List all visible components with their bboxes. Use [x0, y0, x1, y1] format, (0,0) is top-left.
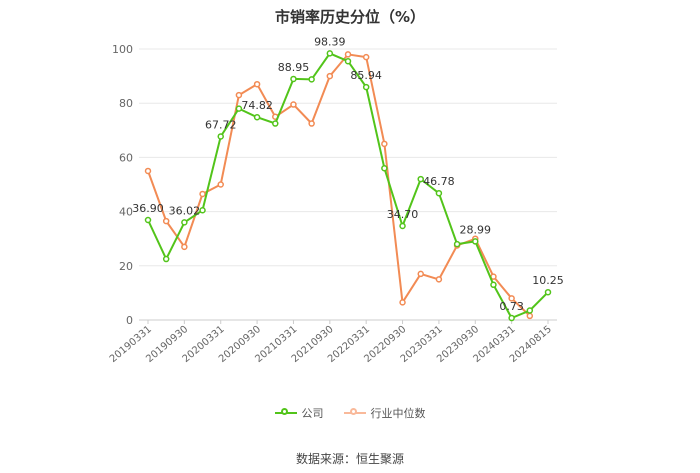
data-point — [435, 189, 443, 197]
x-axis-ticks: 2019033120190930202003312020093020210331… — [108, 320, 554, 365]
data-point — [308, 120, 315, 127]
y-tick-label: 60 — [119, 151, 133, 164]
data-point — [290, 75, 297, 83]
data-point — [235, 91, 243, 99]
data-point — [362, 83, 370, 91]
data-point — [290, 101, 297, 108]
legend-item-company[interactable]: 公司 — [274, 405, 324, 421]
data-label: 67.72 — [205, 118, 237, 131]
data-point — [526, 307, 534, 314]
data-label: 34.70 — [387, 208, 419, 221]
data-point — [326, 50, 334, 57]
data-label: 85.94 — [350, 69, 382, 82]
data-point — [181, 243, 188, 251]
y-tick-label: 20 — [119, 260, 133, 273]
chart-title: 市销率历史分位（%） — [274, 8, 426, 26]
source-note: 数据来源：恒生聚源 — [295, 452, 404, 466]
data-point — [217, 181, 224, 188]
data-point — [217, 133, 224, 140]
data-point — [181, 219, 188, 226]
data-label: 98.39 — [314, 35, 346, 48]
legend-label-company: 公司 — [301, 407, 324, 420]
data-point — [399, 299, 406, 306]
data-label: 10.25 — [532, 274, 564, 287]
data-point — [417, 270, 424, 278]
series-line — [147, 53, 531, 317]
data-label: 0.73 — [499, 300, 524, 313]
line-chart: 0 20 40 60 80 100 201903312019093020200331202… — [108, 35, 564, 365]
data-point — [144, 167, 152, 175]
data-point — [490, 281, 497, 289]
series-industry — [144, 51, 534, 320]
grid-lines — [139, 48, 557, 321]
data-point — [362, 53, 370, 61]
legend-swatch-industry — [343, 408, 366, 415]
data-point — [199, 190, 206, 198]
data-label: 36.02 — [169, 204, 201, 217]
data-point — [399, 222, 406, 230]
data-point — [381, 164, 388, 172]
data-point — [453, 240, 461, 248]
data-point — [508, 314, 515, 322]
series-line — [147, 52, 549, 320]
data-point — [162, 255, 170, 263]
data-point — [144, 216, 152, 224]
series-company — [144, 50, 552, 322]
data-point — [435, 276, 443, 283]
data-point — [308, 76, 315, 83]
y-axis-ticks: 0 20 40 60 80 100 — [112, 43, 133, 327]
data-label: 74.82 — [241, 99, 273, 112]
data-label: 36.90 — [132, 202, 164, 215]
data-point — [417, 175, 424, 183]
data-point — [526, 312, 534, 320]
data-labels: 36.90 36.02 67.72 74.82 88.95 98.39 85.94 34.70… — [132, 35, 564, 313]
data-point — [272, 120, 279, 127]
data-point — [381, 140, 388, 148]
data-point — [199, 206, 206, 214]
legend: 公司 行业中位数 — [0, 405, 700, 421]
y-tick-label: 40 — [119, 206, 133, 219]
series-layer — [144, 50, 552, 322]
data-point — [326, 72, 334, 80]
data-point — [253, 80, 261, 88]
data-label: 88.95 — [278, 61, 310, 74]
y-tick-label: 100 — [112, 43, 133, 56]
data-point — [508, 295, 515, 302]
data-label: 28.99 — [460, 223, 492, 236]
legend-item-industry[interactable]: 行业中位数 — [343, 405, 426, 421]
data-point — [253, 113, 261, 121]
data-point — [162, 217, 170, 225]
legend-swatch-company — [274, 408, 297, 415]
y-tick-label: 0 — [126, 314, 133, 327]
data-point — [472, 238, 479, 245]
data-label: 46.78 — [423, 175, 455, 188]
y-tick-label: 80 — [119, 97, 133, 110]
data-point — [235, 105, 243, 112]
data-point — [344, 57, 352, 65]
data-point — [344, 51, 352, 58]
legend-label-industry: 行业中位数 — [370, 407, 426, 420]
data-point — [544, 288, 552, 296]
